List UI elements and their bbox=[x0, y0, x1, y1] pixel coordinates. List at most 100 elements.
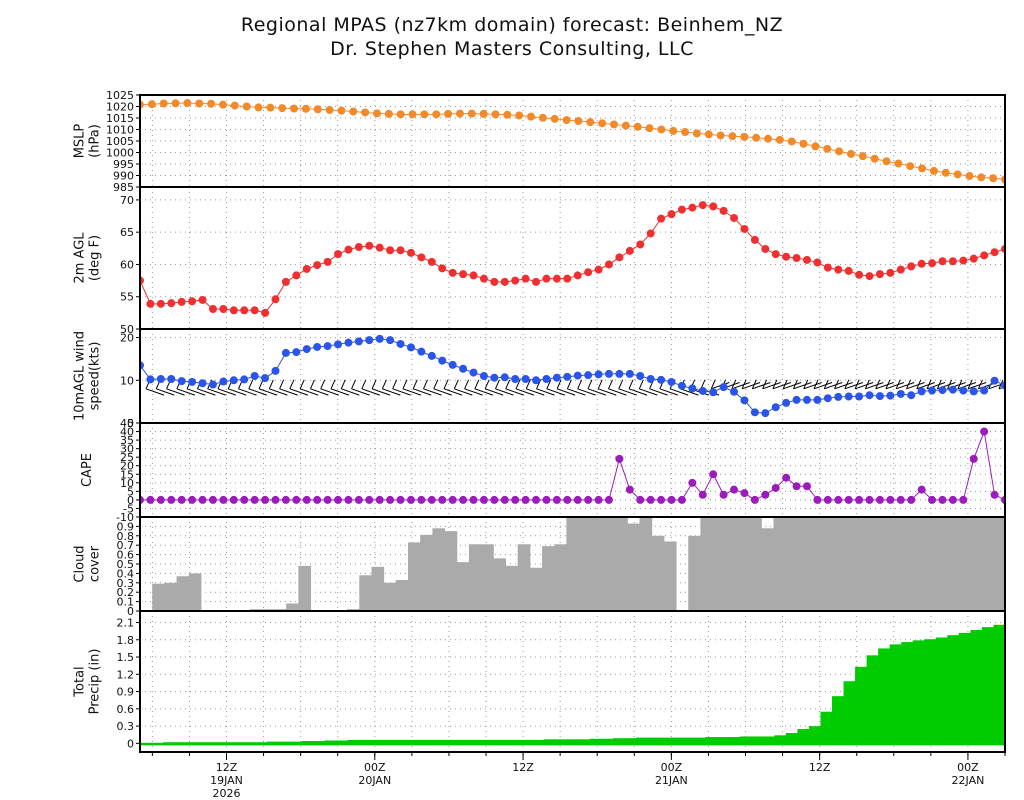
data-point bbox=[344, 338, 353, 347]
data-bar bbox=[639, 517, 653, 611]
wind-barb-shaft bbox=[618, 388, 637, 396]
data-point bbox=[417, 253, 426, 262]
data-bar bbox=[761, 528, 775, 611]
wind-barb-shaft bbox=[556, 388, 576, 396]
data-point bbox=[292, 495, 301, 504]
data-bar bbox=[935, 637, 948, 746]
data-bar bbox=[509, 739, 522, 746]
wind-barb-shaft bbox=[443, 388, 463, 396]
data-bar bbox=[670, 737, 683, 746]
data-point bbox=[503, 110, 512, 119]
data-bar bbox=[542, 546, 555, 611]
wind-barb-shaft bbox=[495, 388, 514, 396]
data-point bbox=[823, 495, 832, 504]
wind-barb-shaft bbox=[371, 388, 391, 396]
data-point bbox=[844, 392, 853, 401]
data-point bbox=[834, 392, 843, 401]
data-point bbox=[532, 277, 541, 286]
data-bar bbox=[956, 517, 969, 611]
data-point bbox=[625, 369, 634, 378]
data-point bbox=[490, 495, 499, 504]
panel-data bbox=[140, 427, 1005, 504]
data-point bbox=[365, 336, 374, 345]
data-point bbox=[846, 149, 855, 158]
data-point bbox=[146, 495, 155, 504]
data-bar bbox=[188, 573, 202, 611]
wind-barb-shaft bbox=[608, 388, 627, 396]
data-point bbox=[396, 246, 405, 255]
data-point bbox=[907, 495, 916, 504]
wind-barb-flag bbox=[967, 379, 973, 390]
data-point bbox=[396, 110, 405, 119]
wind-barb-shaft bbox=[669, 388, 689, 396]
data-point bbox=[636, 372, 645, 380]
data-point bbox=[229, 376, 238, 385]
wind-barb-flag bbox=[577, 379, 583, 390]
y-tick-label: 0.6 bbox=[117, 703, 135, 716]
wind-barb-shaft bbox=[423, 388, 442, 396]
data-point bbox=[719, 206, 728, 215]
wind-barb-flag bbox=[464, 379, 470, 390]
data-point bbox=[750, 408, 759, 417]
data-point bbox=[969, 387, 978, 396]
wind-barb-flag bbox=[772, 379, 778, 390]
data-bar bbox=[232, 742, 245, 746]
data-bar bbox=[324, 740, 337, 746]
data-point bbox=[948, 385, 957, 394]
data-bar bbox=[186, 742, 199, 746]
y-tick-label: 0.3 bbox=[117, 577, 135, 590]
wind-barb-shaft bbox=[916, 382, 935, 390]
data-point bbox=[271, 366, 280, 375]
data-point bbox=[636, 495, 645, 504]
wind-barb-flag bbox=[340, 379, 346, 390]
wind-barb-shaft bbox=[166, 388, 185, 396]
data-point bbox=[604, 260, 613, 269]
data-point bbox=[469, 271, 478, 280]
data-point bbox=[604, 369, 613, 378]
data-bar bbox=[517, 544, 531, 611]
wind-barb-shaft bbox=[402, 388, 422, 396]
x-tick-label: 00Z bbox=[364, 761, 386, 774]
y-tick-label: 65 bbox=[120, 226, 134, 239]
wind-barb-shaft bbox=[793, 382, 812, 390]
data-bar bbox=[505, 565, 519, 611]
data-point bbox=[886, 268, 895, 277]
wind-barb-shaft bbox=[341, 388, 360, 396]
data-bar bbox=[255, 742, 268, 746]
data-bar bbox=[663, 541, 677, 611]
y-tick-label: 55 bbox=[120, 291, 134, 304]
wind-barb-shaft bbox=[752, 382, 771, 390]
panel-5: 00.10.20.30.40.50.60.70.80.9 Cloud cover bbox=[73, 516, 1006, 618]
wind-barb-shaft bbox=[505, 388, 524, 396]
wind-barb-flag bbox=[895, 379, 901, 390]
data-bar bbox=[602, 517, 616, 611]
data-point bbox=[907, 391, 916, 400]
data-bar bbox=[486, 739, 499, 746]
data-point bbox=[834, 495, 843, 504]
data-point bbox=[677, 381, 686, 390]
y-tick-label: 1.2 bbox=[117, 668, 135, 681]
data-bar bbox=[889, 644, 902, 746]
data-bar bbox=[578, 739, 591, 746]
data-point bbox=[420, 110, 429, 119]
data-point bbox=[386, 495, 395, 504]
y-tick-label: 10 bbox=[120, 477, 134, 490]
x-tick-label: 00Z bbox=[661, 761, 683, 774]
y-tick-label: 1.8 bbox=[117, 634, 135, 647]
data-bar bbox=[220, 742, 233, 746]
data-point bbox=[865, 391, 874, 400]
data-point bbox=[438, 264, 447, 273]
data-bar bbox=[912, 640, 925, 746]
data-bar bbox=[243, 742, 256, 746]
data-bar bbox=[981, 627, 995, 746]
data-bar bbox=[822, 517, 835, 611]
data-point bbox=[764, 134, 773, 143]
data-point bbox=[195, 99, 204, 108]
data-bar bbox=[716, 737, 729, 746]
x-tick-date: 22JAN bbox=[952, 774, 985, 787]
data-point bbox=[646, 495, 655, 504]
data-point bbox=[917, 387, 926, 396]
data-bar bbox=[834, 517, 848, 611]
data-point bbox=[598, 119, 607, 128]
data-bar bbox=[286, 603, 299, 611]
